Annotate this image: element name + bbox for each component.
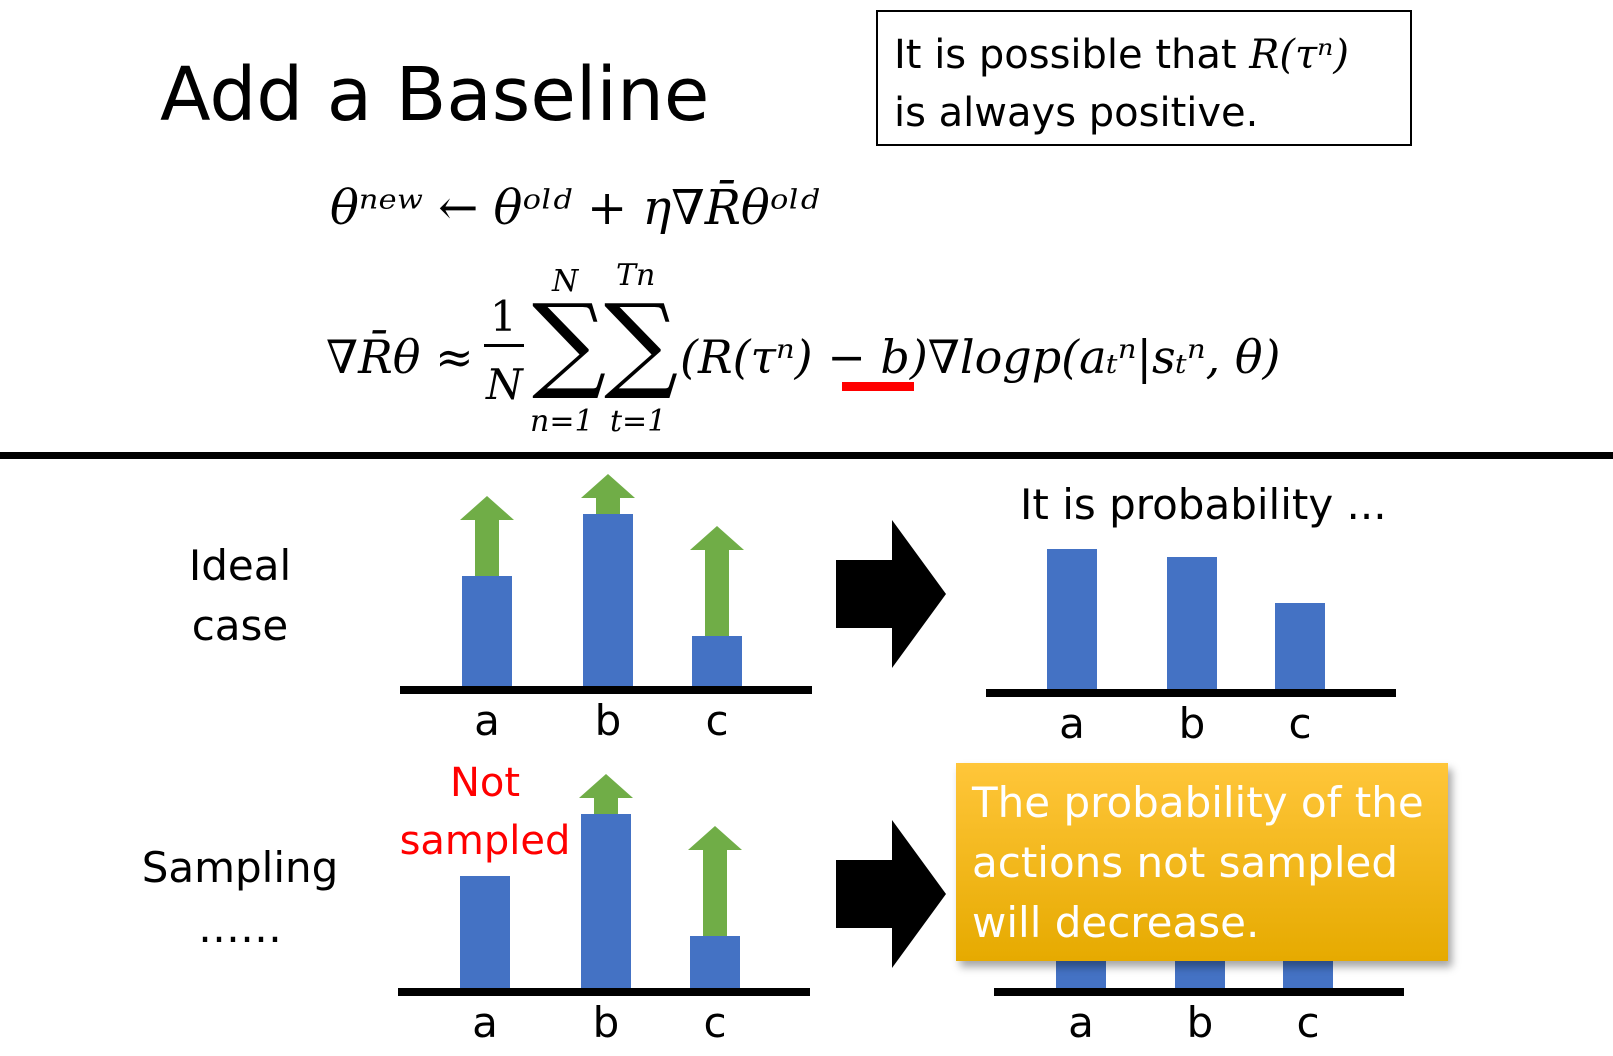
up-arrow-icon <box>690 526 744 636</box>
sampling-label-line1: Sampling <box>141 843 339 892</box>
gradient-lhs: ∇R̄θ ≈ <box>326 330 474 384</box>
sum2-bottom: t=1 <box>610 404 667 439</box>
ideal-label-line1: Ideal <box>188 541 292 590</box>
tick-label-c: c <box>1296 998 1320 1047</box>
bar-a <box>1047 549 1097 689</box>
bar-a <box>460 876 510 988</box>
tick-label-b: b <box>1186 998 1214 1047</box>
not-sampled-label: Not sampled <box>395 754 575 870</box>
bar-b <box>583 514 633 686</box>
note-line2: is always positive. <box>894 90 1259 136</box>
bar-a <box>462 576 512 686</box>
sum1-top: N <box>552 264 579 299</box>
update-equation: θⁿᵉʷ ← θᵒˡᵈ + η∇R̄θᵒˡᵈ <box>330 180 820 236</box>
term-open: (R(τⁿ) <box>680 330 828 384</box>
up-arrow-icon <box>581 474 635 514</box>
up-arrow-icon <box>460 496 514 576</box>
bar-c <box>692 636 742 686</box>
bar-b <box>1167 557 1217 689</box>
not-sampled-line1: Not <box>449 760 521 806</box>
decrease-callout: The probability of the actions not sampl… <box>956 763 1448 961</box>
section-divider <box>0 452 1613 459</box>
tick-label-c: c <box>703 998 727 1047</box>
bar-c <box>1275 603 1325 689</box>
tick-label-a: a <box>474 696 500 745</box>
term-rest: )∇logp(aₜⁿ|sₜⁿ, θ) <box>909 330 1281 384</box>
chart-axis-line <box>986 689 1396 697</box>
sampling-label: Sampling …… <box>140 838 340 958</box>
fraction-bar <box>484 344 524 347</box>
tick-label-a: a <box>1068 998 1094 1047</box>
right-arrow-icon <box>836 520 946 668</box>
chart-axis-line <box>400 686 812 694</box>
right-arrow-icon <box>836 820 946 968</box>
note-math: R(τⁿ) <box>1249 32 1349 78</box>
term-minus-b: − b <box>827 330 910 384</box>
gradient-term: (R(τⁿ) − b)∇logp(aₜⁿ|sₜⁿ, θ) <box>680 330 1281 384</box>
bar-b <box>1175 958 1225 988</box>
chart-axis-line <box>994 988 1404 996</box>
bar-c <box>690 936 740 988</box>
tick-label-b: b <box>594 696 622 745</box>
tick-label-c: c <box>705 696 729 745</box>
slide-title: Add a Baseline <box>160 52 710 138</box>
ideal-label-line2: case <box>191 601 289 650</box>
up-arrow-icon <box>688 826 742 936</box>
sigma-2: ∑ <box>604 281 679 403</box>
sigma-1: ∑ <box>532 281 607 403</box>
baseline-underline <box>842 382 914 391</box>
bar-c <box>1283 958 1333 988</box>
fraction-denominator: N <box>486 360 523 409</box>
up-arrow-icon <box>579 774 633 814</box>
tick-label-a: a <box>472 998 498 1047</box>
bar-b <box>581 814 631 988</box>
chart-axis-line <box>398 988 810 996</box>
note-box: It is possible that R(τⁿ) is always posi… <box>876 10 1412 146</box>
sampling-label-line2: …… <box>198 903 282 952</box>
tick-label-b: b <box>592 998 620 1047</box>
note-line1: It is possible that <box>894 32 1250 78</box>
sum2-top: Tn <box>616 258 656 293</box>
tick-label-c: c <box>1288 699 1312 748</box>
tick-label-b: b <box>1178 699 1206 748</box>
fraction-numerator: 1 <box>490 292 517 341</box>
not-sampled-line2: sampled <box>399 818 571 864</box>
ideal-case-label: Ideal case <box>160 536 320 656</box>
probability-title: It is probability ... <box>1020 480 1387 529</box>
bar-a <box>1056 958 1106 988</box>
sum1-bottom: n=1 <box>530 404 594 439</box>
tick-label-a: a <box>1059 699 1085 748</box>
